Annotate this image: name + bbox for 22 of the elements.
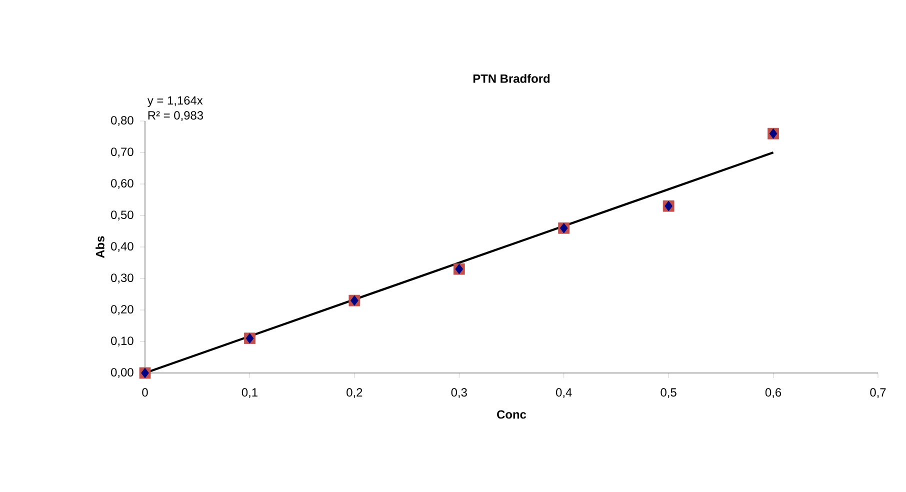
x-axis-title: Conc (497, 410, 526, 419)
y-tick-label: 0,40 (111, 242, 134, 252)
x-tick-label: 0,6 (765, 388, 782, 398)
y-tick-label: 0,00 (111, 368, 134, 378)
y-tick-label: 0,10 (111, 336, 134, 346)
x-tick-label: 0,1 (242, 388, 258, 398)
text: y = 1,164x (147, 96, 203, 108)
x-tick-label: 0,2 (346, 388, 362, 398)
x-tick-label: 0,3 (451, 388, 467, 398)
x-tick-label: 0 (142, 388, 148, 397)
chart-title: PTN Bradford (473, 74, 550, 83)
y-tick-label: 0,20 (111, 305, 134, 315)
x-tick-label: 0,4 (556, 388, 572, 398)
annotation: R² = 0,983 (148, 111, 204, 122)
y-tick-label: 0,70 (111, 148, 134, 158)
y-tick-label: 0,50 (111, 210, 134, 220)
y-tick-label: 0,60 (111, 179, 134, 189)
y-axis-title: Abs (96, 236, 104, 258)
y-tick-label: 0,30 (111, 274, 134, 284)
y-tick-label: 0,80 (111, 116, 134, 126)
x-tick-label: 0,7 (870, 388, 886, 398)
x-tick-label: 0,5 (660, 388, 676, 398)
